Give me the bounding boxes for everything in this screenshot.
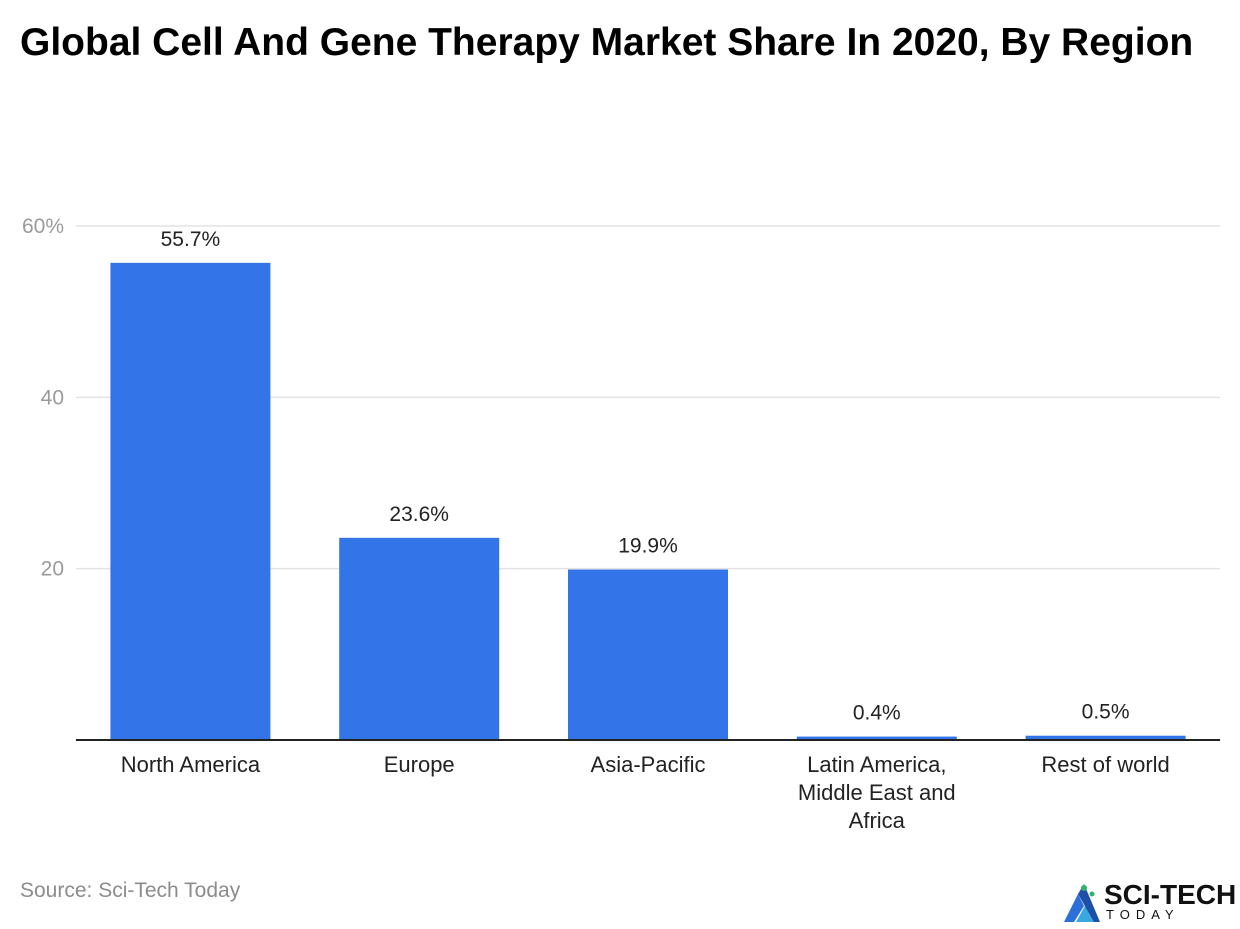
logo-wordmark: SCI-TECH: [1104, 879, 1237, 910]
category-label: North America: [121, 752, 261, 777]
data-label: 55.7%: [161, 228, 221, 251]
bar: [1025, 735, 1186, 740]
data-label: 0.5%: [1082, 701, 1130, 724]
logo-mark-icon: [1064, 884, 1100, 922]
logo-subtext: TODAY: [1106, 907, 1180, 922]
category-label: Africa: [849, 808, 906, 833]
bar: [796, 736, 957, 740]
data-label: 19.9%: [618, 535, 678, 558]
category-label: Latin America,: [807, 752, 946, 777]
bar: [568, 569, 728, 740]
y-tick-label: 60%: [22, 215, 64, 238]
data-label: 0.4%: [853, 702, 901, 725]
category-label: Rest of world: [1041, 752, 1169, 777]
sci-tech-today-logo: SCI-TECH TODAY: [1062, 880, 1237, 924]
y-tick-label: 40: [41, 386, 64, 409]
bar: [339, 537, 500, 740]
chart-title: Global Cell And Gene Therapy Market Shar…: [20, 21, 1194, 64]
source-note: Source: Sci-Tech Today: [20, 879, 241, 902]
category-label: Middle East and: [798, 780, 956, 805]
bar: [110, 262, 271, 740]
labels: 20 40 60% 55.7% North America 23.6% Europe 19.9…: [22, 215, 1170, 833]
y-tick-label: 20: [41, 558, 64, 581]
category-label: Asia-Pacific: [591, 752, 706, 777]
bars: [110, 262, 1186, 740]
category-label: Europe: [384, 752, 455, 777]
data-label: 23.6%: [389, 503, 449, 526]
